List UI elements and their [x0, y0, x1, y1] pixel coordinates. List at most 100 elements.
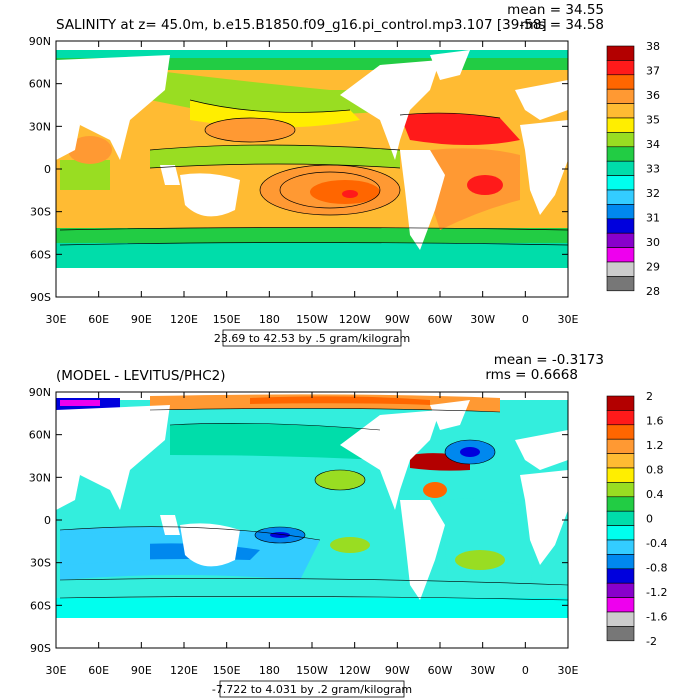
y-tick-label: 60N [29, 429, 51, 442]
rms-label: rms = 0.6668 [485, 367, 578, 383]
range-box: 23.69 to 42.53 by .5 gram/kilogram [214, 329, 410, 347]
rms-label: rms = 34.58 [520, 17, 604, 33]
y-axis: 90N 60N 30N 0 30S 60S 90S [29, 35, 568, 304]
colorbar-swatch [606, 611, 635, 627]
x-axis: 30E 60E 90E 120E 150E 180 150W 120W 90W 60W 30W 0 30… [46, 41, 579, 326]
colorbar-label: 38 [646, 40, 660, 53]
y-tick-label: 90S [30, 642, 51, 655]
colorbar-swatch [606, 276, 635, 292]
colorbar-swatch [606, 438, 635, 454]
range-box: -7.722 to 4.031 by .2 gram/kilogram [212, 680, 412, 698]
colorbar-label: 0.4 [646, 488, 664, 501]
x-tick-label: 120E [170, 313, 198, 326]
colorbar-swatch [606, 117, 635, 133]
x-tick-label: 0 [522, 664, 529, 677]
x-tick-label: 90E [131, 313, 152, 326]
panel-difference: (MODEL - LEVITUS/PHC2) mean = -0.3173 rm… [29, 352, 667, 698]
x-tick-label: 90E [131, 664, 152, 677]
x-tick-label: 120W [339, 313, 371, 326]
colorbar-swatch [606, 453, 635, 469]
y-tick-label: 60S [30, 248, 51, 261]
colorbar-label: 2 [646, 390, 653, 403]
land-mask [56, 41, 568, 250]
y-tick-label: 0 [44, 163, 51, 176]
colorbar-label: 0 [646, 512, 653, 525]
y-tick-label: 30N [29, 120, 51, 133]
colorbar-swatch [606, 232, 635, 248]
colorbar-swatch [606, 424, 635, 440]
colorbar-label: 33 [646, 162, 660, 175]
mean-label: mean = 34.55 [507, 2, 604, 18]
x-tick-label: 60E [88, 664, 109, 677]
x-tick-label: 30E [558, 313, 579, 326]
panel-title: (MODEL - LEVITUS/PHC2) [56, 368, 226, 384]
y-tick-label: 90N [29, 386, 51, 399]
colorbar-swatch [606, 626, 635, 642]
x-tick-label: 30E [46, 313, 67, 326]
colorbar-swatch [606, 60, 635, 76]
mean-label: mean = -0.3173 [494, 352, 604, 368]
range-label: -7.722 to 4.031 by .2 gram/kilogram [212, 683, 412, 696]
x-tick-label: 150W [296, 664, 328, 677]
x-tick-label: 180 [259, 313, 280, 326]
colorbar-label: 0.8 [646, 463, 664, 476]
x-tick-label: 120E [170, 664, 198, 677]
y-tick-label: 90N [29, 35, 51, 48]
colorbar-label: -1.2 [646, 586, 667, 599]
colorbar-label: 35 [646, 113, 660, 126]
x-tick-label: 60W [428, 664, 453, 677]
x-tick-label: 120W [339, 664, 371, 677]
colorbar-swatch [606, 175, 635, 191]
colorbar-swatch [606, 160, 635, 176]
x-tick-label: 150E [213, 664, 241, 677]
map-area [56, 392, 568, 648]
x-tick-label: 150W [296, 313, 328, 326]
colorbar-label: 1.2 [646, 439, 664, 452]
colorbar-label: 29 [646, 260, 660, 273]
colorbar: 38 37 36 35 34 33 32 31 30 29 28 [606, 40, 660, 298]
x-tick-label: 30W [470, 313, 495, 326]
colorbar-swatch [606, 103, 635, 119]
colorbar-label: 36 [646, 89, 660, 102]
colorbar-label: -0.4 [646, 537, 667, 550]
x-tick-label: 0 [522, 313, 529, 326]
y-axis: 90N 60N 30N 0 30S 60S 90S [29, 386, 568, 655]
panel-salinity: SALINITY at z= 45.0m, b.e15.B1850.f09_g1… [29, 2, 660, 347]
y-tick-label: 90S [30, 291, 51, 304]
y-tick-label: 0 [44, 514, 51, 527]
y-tick-label: 30S [30, 206, 51, 219]
colorbar-swatch [606, 510, 635, 526]
colorbar-swatch [606, 45, 635, 61]
y-tick-label: 60N [29, 78, 51, 91]
colorbar-swatch [606, 582, 635, 598]
colorbar-label: 34 [646, 138, 660, 151]
colorbar-swatch [606, 261, 635, 277]
x-tick-label: 30E [46, 664, 67, 677]
colorbar-swatch [606, 204, 635, 220]
colorbar-label: -0.8 [646, 561, 667, 574]
x-tick-label: 90W [385, 664, 410, 677]
x-axis: 30E 60E 90E 120E 150E 180 150W 120W 90W 60W 30W 0 30… [46, 392, 579, 677]
y-tick-label: 30N [29, 471, 51, 484]
colorbar-label: 28 [646, 285, 660, 298]
colorbar-swatch [606, 568, 635, 584]
range-label: 23.69 to 42.53 by .5 gram/kilogram [214, 332, 410, 345]
x-tick-label: 60E [88, 313, 109, 326]
contour-lines [59, 99, 568, 246]
x-tick-label: 90W [385, 313, 410, 326]
colorbar-label: 31 [646, 211, 660, 224]
colorbar-swatch [606, 554, 635, 570]
colorbar-swatch [606, 467, 635, 483]
colorbar-label: -2 [646, 635, 657, 648]
land-mask [56, 400, 568, 600]
colorbar-swatch [606, 539, 635, 555]
x-tick-label: 150E [213, 313, 241, 326]
colorbar: 2 1.6 1.2 0.8 0.4 0 -0.4 -0.8 -1.2 -1.6 -2 [606, 390, 667, 648]
colorbar-swatch [606, 496, 635, 512]
y-tick-label: 30S [30, 557, 51, 570]
colorbar-swatch [606, 597, 635, 613]
colorbar-label: 1.6 [646, 414, 664, 427]
colorbar-label: 30 [646, 236, 660, 249]
contour-lines [59, 408, 568, 601]
